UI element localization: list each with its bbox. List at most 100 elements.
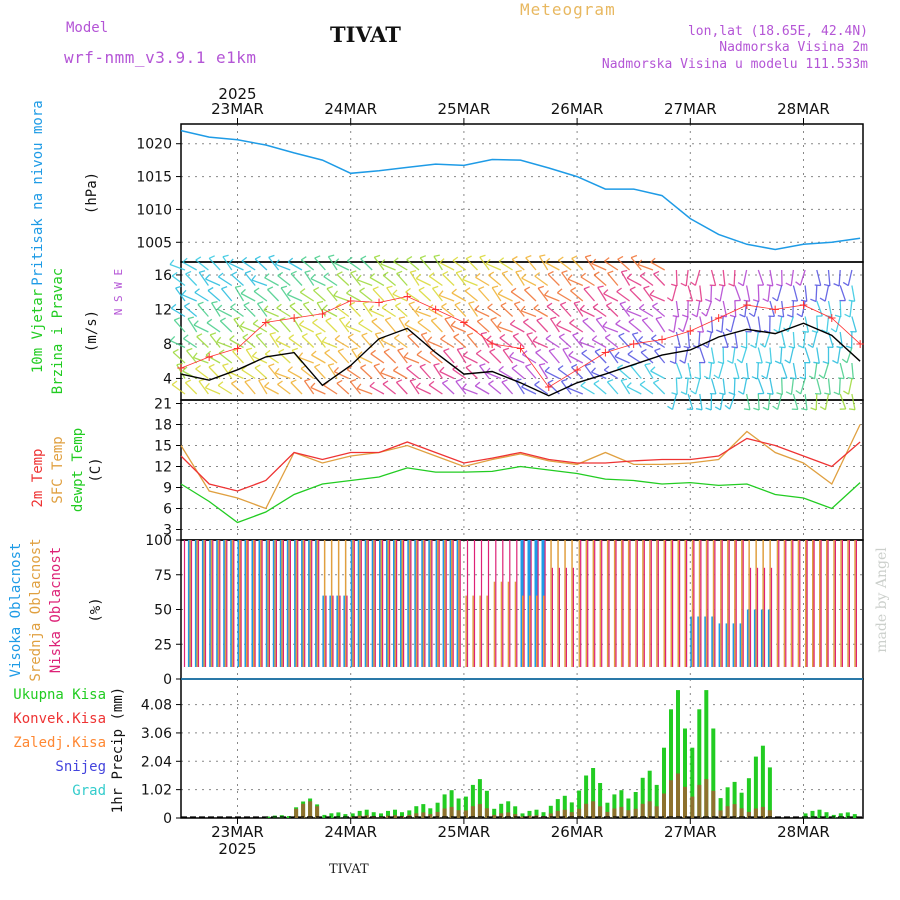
wind-barb: [569, 322, 584, 333]
cloud-bar: [444, 540, 446, 667]
wind-barb: [626, 309, 642, 318]
cloud-bar: [337, 540, 340, 667]
precip-total-bar: [683, 728, 687, 818]
wind-barb: [431, 287, 443, 302]
wind-barb-flag: [579, 304, 585, 310]
precip-total-bar: [654, 784, 659, 818]
wind-barb: [232, 350, 244, 364]
wind-barb: [241, 369, 256, 380]
wind-barb: [395, 381, 408, 395]
precip-conv-bar: [640, 803, 645, 818]
cloud-bar: [778, 540, 780, 667]
wind-barb: [544, 261, 560, 271]
wind-barb-flag: [386, 285, 393, 289]
cloud-bar: [650, 540, 652, 667]
wind-barb: [501, 272, 514, 286]
wind-gust-marker: +: [289, 311, 299, 325]
wind-barb-flag: [406, 256, 413, 261]
wind-barb: [742, 269, 748, 286]
wind-gust-marker: +: [714, 311, 724, 325]
wind-barb: [372, 288, 385, 302]
wind-barb-flag: [321, 336, 327, 342]
precip-total-bar: [739, 792, 744, 818]
wind-barb-flag: [774, 360, 781, 365]
precip-total-bar: [718, 798, 723, 818]
wind-barb: [499, 337, 513, 349]
wind-barb: [522, 353, 537, 364]
wind-barb: [393, 261, 408, 271]
precip-total-bar: [803, 813, 808, 818]
wind-barb-flag: [186, 347, 193, 352]
cloud-bar: [330, 540, 333, 667]
wind-barb-flag: [406, 364, 412, 369]
wind-barb: [511, 259, 525, 271]
wind-barb: [593, 383, 607, 395]
wind-barb-flag: [606, 302, 613, 306]
wind-barb-flag: [288, 334, 295, 339]
wind-barb-flag: [181, 289, 187, 296]
cloud-bar: [820, 540, 822, 667]
cloud-bar: [594, 540, 596, 667]
wind-barb: [275, 372, 291, 380]
wind-barb-flag: [511, 364, 518, 369]
cloud-bar: [748, 540, 750, 667]
wind-barb-flag: [487, 303, 493, 309]
wind-barb: [792, 393, 799, 410]
cloud-bar: [509, 540, 511, 667]
wind-barb-flag: [328, 363, 335, 366]
wind-barb: [369, 385, 385, 395]
wind-barb: [451, 292, 467, 302]
wind-barb: [334, 262, 350, 271]
wind-barb: [851, 393, 856, 410]
wind-barb-flag: [753, 407, 760, 411]
wind-barb: [567, 387, 584, 395]
wind-barb: [515, 271, 525, 286]
date-label-bottom: 25MAR: [438, 823, 491, 841]
cloud-bar: [183, 540, 186, 667]
wind-barb-flag: [754, 330, 761, 333]
cloud-bar: [217, 540, 220, 667]
cloud-bar: [587, 540, 589, 667]
wind-barb-flag: [333, 258, 340, 264]
wind-barb-flag: [678, 327, 684, 333]
wind-barb-flag: [497, 321, 502, 327]
wind-barb-flag: [290, 379, 297, 384]
wind-barb: [450, 324, 467, 333]
cloud-bar: [834, 540, 836, 667]
date-label-bottom: 28MAR: [777, 823, 830, 841]
cloud-bar: [523, 540, 525, 667]
wind-barb-flag: [501, 270, 508, 275]
wind-barb-flag: [336, 379, 343, 384]
wind-barb-flag: [257, 301, 264, 305]
wind-barb: [512, 335, 525, 348]
wind-barb-flag: [453, 333, 460, 338]
cloud-bar: [522, 595, 524, 667]
wind-barb-flag: [480, 331, 487, 335]
precip-conv-bar: [470, 806, 475, 818]
wind-barb-flag: [486, 335, 492, 341]
wind-barb: [741, 347, 748, 363]
wind-barb-flag: [304, 378, 311, 382]
cloud-bar: [686, 540, 688, 667]
wind-barb: [608, 349, 619, 364]
cloud-bar: [359, 540, 361, 667]
panel-frame: [180, 123, 864, 263]
wind-barb: [497, 325, 513, 333]
wind-barb-flag: [521, 350, 528, 356]
wind-barb-flag: [269, 331, 276, 335]
wind-barb-flag: [361, 332, 368, 337]
precip-conv-bar: [605, 811, 610, 818]
wind-barb-flag: [515, 378, 522, 382]
wind-barb-flag: [196, 333, 203, 338]
wind-barb-flag: [795, 281, 801, 286]
wind-barb-flag: [468, 301, 475, 304]
cloud-bar: [387, 540, 389, 667]
wind-barb-flag: [466, 332, 474, 336]
wind-barb-flag: [274, 259, 280, 265]
cloud-bar: [281, 540, 283, 667]
wind-barb: [591, 371, 607, 380]
wind-barb: [208, 257, 221, 271]
ytick-label: 0: [163, 672, 172, 688]
cloud-bar: [473, 540, 476, 667]
wind-barb: [616, 291, 630, 302]
